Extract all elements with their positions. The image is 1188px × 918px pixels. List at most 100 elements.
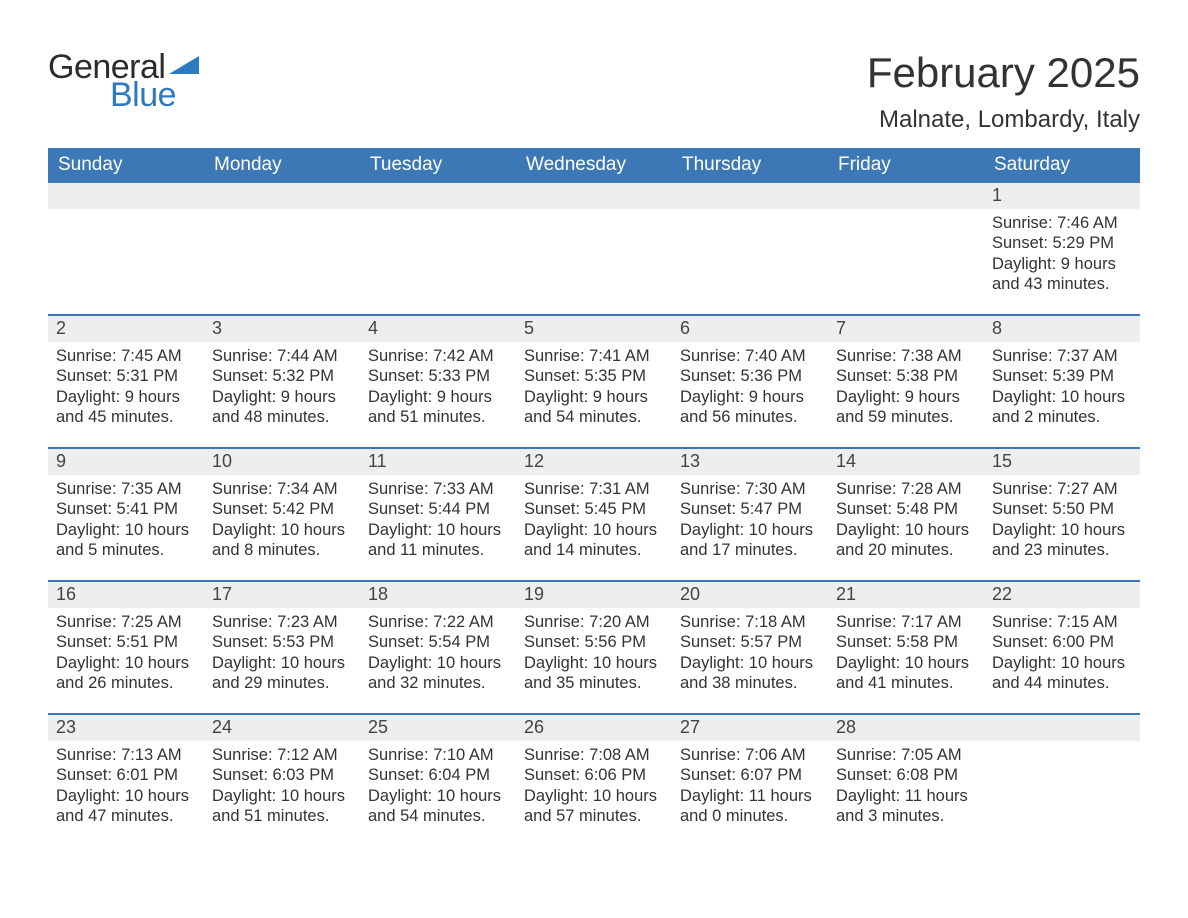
day-number-strip [672,183,828,208]
day-details [360,209,516,221]
daylight-line: Daylight: 10 hours and 32 minutes. [368,653,508,694]
calendar-day-cell: 10Sunrise: 7:34 AMSunset: 5:42 PMDayligh… [204,449,360,581]
calendar-day-cell: 25Sunrise: 7:10 AMSunset: 6:04 PMDayligh… [360,715,516,847]
sunset-line: Sunset: 5:38 PM [836,366,976,387]
calendar-week-row: 16 Sunrise: 7:25 AMSunset: 5:51 PM Dayligh… [48,582,1140,714]
day-number-strip: 7 [828,316,984,341]
daylight-line: Daylight: 10 hours and 44 minutes. [992,653,1132,694]
daylight-line: Daylight: 9 hours and 59 minutes. [836,387,976,428]
sunset-line: Sunset: 6:03 PM [212,765,352,786]
day-details: Sunrise: 7:34 AMSunset: 5:42 PMDaylight:… [204,475,360,570]
day-details: Sunrise: 7:46 AMSunset: 5:29 PMDaylight:… [984,209,1140,304]
calendar-day-cell: 15Sunrise: 7:27 AMSunset: 5:50 PMDayligh… [984,449,1140,581]
day-number-strip: 13 [672,449,828,474]
day-details: Sunrise: 7:17 AMSunset: 5:58 PMDaylight:… [828,608,984,703]
sunset-line: Sunset: 5:47 PM [680,499,820,520]
day-number-strip: 11 [360,449,516,474]
sunset-line: Sunset: 5:29 PM [992,233,1132,254]
day-details: Sunrise: 7:37 AMSunset: 5:39 PMDaylight:… [984,342,1140,437]
calendar-day-cell: 23Sunrise: 7:13 AMSunset: 6:01 PMDayligh… [48,715,204,847]
brand-logo: General Blue [48,50,199,112]
calendar-day-cell [516,183,672,315]
day-details: Sunrise: 7:45 AMSunset: 5:31 PMDaylight:… [48,342,204,437]
weekday-header: Monday [204,148,360,183]
day-details [984,741,1140,753]
daylight-line: Daylight: 10 hours and 54 minutes. [368,786,508,827]
day-number-strip: 28 [828,715,984,740]
day-details: Sunrise: 7:20 AMSunset: 5:56 PMDaylight:… [516,608,672,703]
sunrise-line: Sunrise: 7:13 AM [56,745,196,766]
weekday-header: Tuesday [360,148,516,183]
sunrise-line: Sunrise: 7:37 AM [992,346,1132,367]
sunset-line: Sunset: 5:42 PM [212,499,352,520]
sunset-line: Sunset: 5:51 PM [56,632,196,653]
day-details [204,209,360,221]
daylight-line: Daylight: 10 hours and 47 minutes. [56,786,196,827]
calendar-day-cell [360,183,516,315]
calendar-day-cell: 27Sunrise: 7:06 AMSunset: 6:07 PMDayligh… [672,715,828,847]
calendar-day-cell [48,183,204,315]
calendar-day-cell: 3Sunrise: 7:44 AMSunset: 5:32 PMDaylight… [204,316,360,448]
day-number-strip: 24 [204,715,360,740]
document-header: General Blue February 2025 Malnate, Lomb… [48,50,1140,134]
day-number-strip: 21 [828,582,984,607]
sunset-line: Sunset: 5:50 PM [992,499,1132,520]
day-number-strip: 18 [360,582,516,607]
day-number-strip: 27 [672,715,828,740]
day-number-strip [516,183,672,208]
calendar-body: 1Sunrise: 7:46 AMSunset: 5:29 PMDaylight… [48,183,1140,847]
day-details: Sunrise: 7:42 AMSunset: 5:33 PMDaylight:… [360,342,516,437]
day-details: Sunrise: 7:13 AMSunset: 6:01 PMDaylight:… [48,741,204,836]
sunset-line: Sunset: 6:01 PM [56,765,196,786]
day-details: Sunrise: 7:10 AMSunset: 6:04 PMDaylight:… [360,741,516,836]
calendar-day-cell: 5Sunrise: 7:41 AMSunset: 5:35 PMDaylight… [516,316,672,448]
sunset-line: Sunset: 5:44 PM [368,499,508,520]
sunrise-line: Sunrise: 7:31 AM [524,479,664,500]
daylight-line: Daylight: 10 hours and 29 minutes. [212,653,352,694]
sunset-line: Sunset: 6:08 PM [836,765,976,786]
sunset-line: Sunset: 5:54 PM [368,632,508,653]
day-details [48,209,204,221]
sunrise-line: Sunrise: 7:08 AM [524,745,664,766]
sunrise-line: Sunrise: 7:22 AM [368,612,508,633]
calendar-day-cell: 12Sunrise: 7:31 AMSunset: 5:45 PMDayligh… [516,449,672,581]
daylight-line: Daylight: 10 hours and 51 minutes. [212,786,352,827]
sunrise-line: Sunrise: 7:46 AM [992,213,1132,234]
day-number-strip: 23 [48,715,204,740]
day-number-strip: 20 [672,582,828,607]
day-details: Sunrise: 7:31 AMSunset: 5:45 PMDaylight:… [516,475,672,570]
calendar-day-cell [828,183,984,315]
calendar-day-cell: 11Sunrise: 7:33 AMSunset: 5:44 PMDayligh… [360,449,516,581]
calendar-day-cell: 14Sunrise: 7:28 AMSunset: 5:48 PMDayligh… [828,449,984,581]
daylight-line: Daylight: 9 hours and 43 minutes. [992,254,1132,295]
sunrise-line: Sunrise: 7:18 AM [680,612,820,633]
day-number-strip [828,183,984,208]
sunset-line: Sunset: 5:41 PM [56,499,196,520]
sunrise-line: Sunrise: 7:23 AM [212,612,352,633]
day-details: Sunrise: 7:23 AMSunset: 5:53 PMDaylight:… [204,608,360,703]
day-details: Sunrise: 7:30 AMSunset: 5:47 PMDaylight:… [672,475,828,570]
sunset-line: Sunset: 6:00 PM [992,632,1132,653]
sunrise-line: Sunrise: 7:34 AM [212,479,352,500]
day-number-strip: 8 [984,316,1140,341]
day-details [828,209,984,221]
day-number-strip: 16 [48,582,204,607]
sunset-line: Sunset: 5:57 PM [680,632,820,653]
brand-triangle-icon [169,54,199,78]
daylight-line: Daylight: 10 hours and 5 minutes. [56,520,196,561]
sunrise-line: Sunrise: 7:28 AM [836,479,976,500]
calendar-week-row: 1Sunrise: 7:46 AMSunset: 5:29 PMDaylight… [48,183,1140,315]
day-number-strip: 15 [984,449,1140,474]
day-number-strip: 14 [828,449,984,474]
sunrise-line: Sunrise: 7:42 AM [368,346,508,367]
sunrise-line: Sunrise: 7:25 AM [56,612,196,633]
day-details: Sunrise: 7:05 AMSunset: 6:08 PMDaylight:… [828,741,984,836]
day-number-strip: 5 [516,316,672,341]
calendar-day-cell: 16Sunrise: 7:25 AMSunset: 5:51 PMDayligh… [48,582,204,714]
sunset-line: Sunset: 5:48 PM [836,499,976,520]
day-number-strip [984,715,1140,740]
sunset-line: Sunset: 5:53 PM [212,632,352,653]
day-number-strip [48,183,204,208]
sunset-line: Sunset: 5:58 PM [836,632,976,653]
calendar-day-cell [984,715,1140,847]
